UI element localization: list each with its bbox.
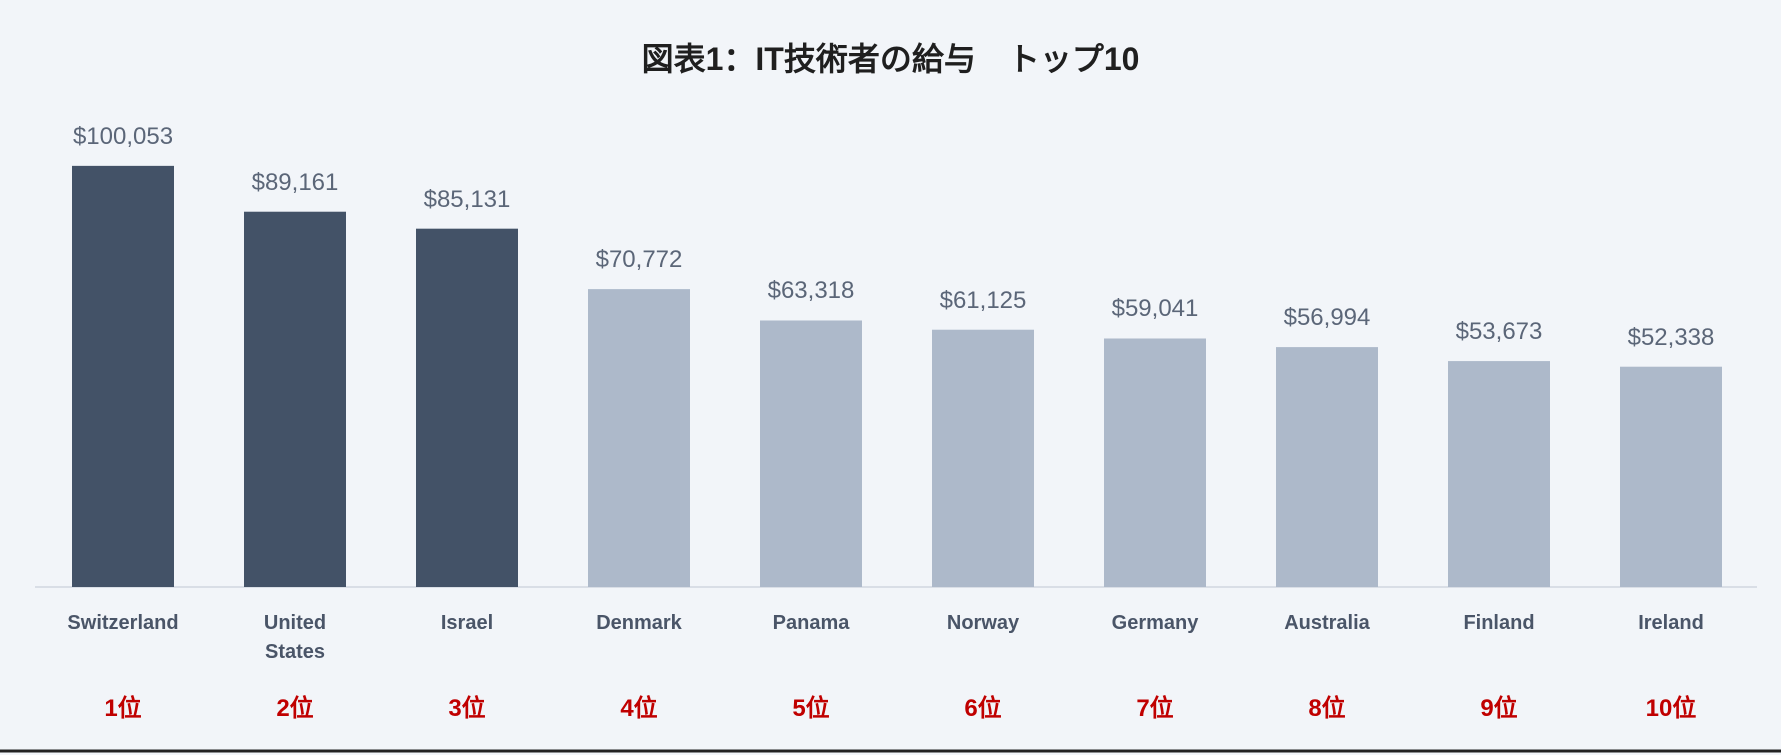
bar: [1276, 347, 1378, 587]
x-tick-label: Australia: [1284, 612, 1370, 634]
value-label: $56,994: [1283, 304, 1371, 332]
rank-label: 2位: [276, 695, 314, 722]
rank-label: 5位: [792, 695, 830, 722]
chart-title: 図表1：IT技術者の給与 トップ10: [641, 41, 1140, 77]
rank-label: 6位: [964, 695, 1002, 722]
rank-label: 7位: [1136, 695, 1174, 722]
bar: [416, 228, 518, 587]
bar: [1448, 361, 1550, 587]
value-label: $53,673: [1455, 318, 1543, 346]
value-label: $85,131: [423, 185, 511, 213]
x-tick-label: Switzerland: [67, 612, 179, 634]
x-tick-label: Israel: [440, 612, 494, 634]
bar: [244, 211, 346, 587]
bar: [588, 289, 690, 587]
value-label: $52,338: [1627, 323, 1715, 351]
bar: [760, 320, 862, 587]
x-tick-label: Panama: [772, 612, 850, 634]
value-label: $61,125: [939, 286, 1027, 314]
bar: [1104, 338, 1206, 587]
rank-label: 10位: [1645, 695, 1697, 722]
value-label: $100,053: [72, 122, 174, 150]
rank-label: 9位: [1480, 695, 1518, 722]
rank-label: 8位: [1308, 695, 1346, 722]
rank-label: 4位: [620, 695, 658, 722]
rank-label: 1位: [104, 695, 142, 722]
x-tick-label: Norway: [946, 612, 1020, 634]
rank-label: 3位: [448, 695, 486, 722]
x-tick-label: United States: [263, 612, 327, 663]
x-tick-label: Germany: [1111, 612, 1199, 634]
bar: [72, 165, 174, 587]
x-tick-label: Ireland: [1638, 612, 1704, 634]
x-tick-label: Denmark: [596, 612, 682, 634]
value-label: $70,772: [595, 246, 683, 274]
bar: [932, 329, 1034, 587]
value-label: $89,161: [251, 168, 339, 196]
x-tick-label: Finland: [1463, 612, 1535, 634]
value-label: $63,318: [767, 277, 855, 305]
value-label: $59,041: [1111, 295, 1199, 323]
bar: [1620, 366, 1722, 587]
